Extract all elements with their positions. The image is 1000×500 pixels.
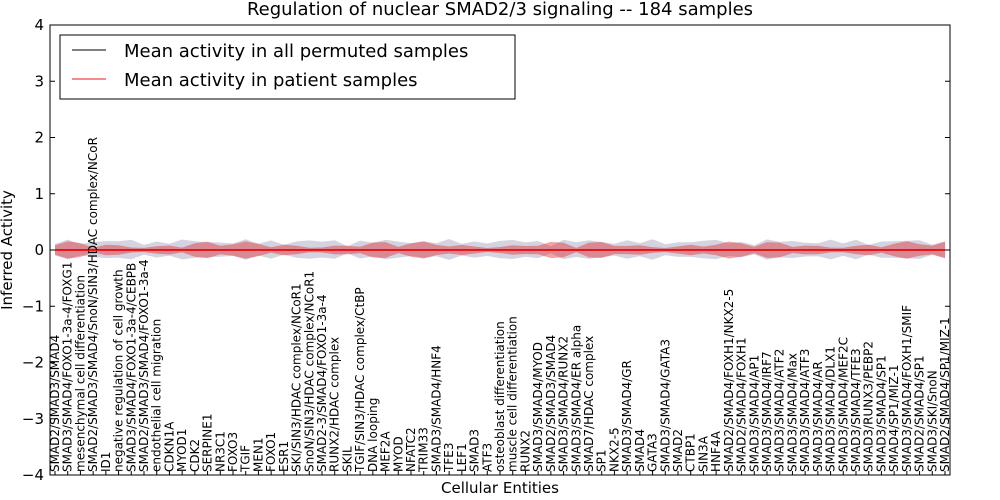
y-tick-label: −4 [22, 466, 44, 484]
legend-label-permuted: Mean activity in all permuted samples [124, 41, 468, 62]
category-label: SKIL [340, 446, 354, 472]
y-tick-label: −2 [22, 354, 44, 372]
category-label: SP1 [595, 449, 609, 472]
category-label: SMAD3/SMAD4/MEF2C [836, 337, 850, 472]
category-label: SMAD3/SKI/SnoN [925, 370, 939, 472]
category-label: SMAD3/SMAD4/AP1 [747, 355, 761, 472]
category-label: ID1 [99, 452, 113, 472]
category-label: SMAD2/SMAD3/SMAD4/FOXO1-3a-4 [137, 259, 151, 472]
category-label: SMAD3/SMAD4/MYOD [531, 342, 545, 472]
legend-label-patient: Mean activity in patient samples [124, 70, 418, 91]
category-label: SMAD3/SMAD4/Max [785, 353, 799, 472]
category-label: SMAD3/SMAD4/HNF4 [429, 345, 443, 472]
category-label: DNA looping [366, 398, 380, 472]
series-lines [55, 249, 945, 251]
category-label: GATA3 [646, 433, 660, 472]
chart-title: Regulation of nuclear SMAD2/3 signaling … [247, 0, 753, 20]
category-label: SMAD3/SMAD4/IRF7 [760, 351, 774, 472]
category-label: MYOD [391, 436, 405, 472]
category-label: CTBP1 [684, 433, 698, 472]
permuted-band [55, 239, 945, 260]
category-label: SERPINE1 [201, 414, 215, 473]
category-label: SMAD3/SMAD4/FOXO1-3a-4/FOXG1 [61, 262, 75, 472]
category-label: NR3C1 [213, 431, 227, 472]
category-label: SMAD2/SMAD3/SMAD4/SnoN/SIN3/HDAC complex… [86, 137, 100, 472]
category-label: SMAD3/SMAD4/ATF2 [773, 349, 787, 472]
category-label: MEF2A [379, 431, 393, 472]
category-label: osteoblast differentiation [493, 321, 507, 472]
category-label: SnoN/SIN3/HDAC complex/NCoR1 [302, 271, 316, 472]
category-label: SMAD3/RUNX3/PEBP2 [862, 341, 876, 472]
category-label: NKX2-5 [607, 427, 621, 472]
category-label: negative regulation of cell growth [112, 269, 126, 472]
category-label: SMAD3/SMAD4/SP1 [874, 355, 888, 472]
category-label: SMAD2 [671, 429, 685, 472]
category-label: NFATC2 [404, 427, 418, 472]
x-axis-label: Cellular Entities [441, 479, 559, 497]
y-axis-label: Inferred Activity [0, 190, 16, 310]
category-label: SKI/SIN3/HDAC complex/NCoR1 [290, 283, 304, 472]
y-tick-label: 0 [34, 241, 44, 259]
category-label: mesenchymal cell differentiation [73, 275, 87, 472]
category-label: LEF1 [455, 443, 469, 472]
category-label: MYOD1 [175, 429, 189, 472]
category-label: HNF4A [709, 430, 723, 472]
category-label: SMAD2/SMAD4/SP1/MIZ-1 [938, 317, 952, 472]
category-label: SMAD3/SMAD4/FOXH1/SMIF [900, 305, 914, 472]
category-label: SMAD7/HDAC complex [582, 336, 596, 472]
category-label: SMAD2/SMAD3/SMAD4 [544, 335, 558, 472]
category-label: MEN1 [251, 437, 265, 472]
category-label: RUNX2/HDAC complex [328, 337, 342, 472]
y-tick-label: 4 [34, 16, 44, 34]
category-label: TFE3 [442, 443, 456, 473]
category-label: TRIM33 [417, 427, 431, 473]
category-label: SIN3A [696, 435, 710, 472]
category-label: SMAD2/SMAD4/FOXH1/NKX2-5 [722, 289, 736, 472]
legend: Mean activity in all permuted samples Me… [59, 34, 516, 100]
category-label: TGIF [239, 445, 253, 473]
category-label: ESR1 [277, 441, 291, 472]
category-label: CDK2 [188, 439, 202, 472]
category-label: SMAD4 [633, 429, 647, 472]
category-label: SMAD3/SMAD4/ATF3 [798, 349, 812, 472]
category-label: SMAD3/SMAD4/FOXO1-3a-4/CEBPB [124, 263, 138, 472]
category-label: TGIF/SIN3/HDAC complex/CtBP [353, 287, 367, 473]
category-label: SMAD4/SP1/MIZ-1 [887, 364, 901, 472]
category-label: SMAD3/SMAD4/ER alpha [569, 325, 583, 472]
category-label: SMAD3/SMAD4/RUNX2 [557, 336, 571, 472]
category-label: SMAD3/SMAD4/GATA3 [658, 339, 672, 472]
category-label: SMAD2/SMAD3/SMAD4 [48, 335, 62, 472]
category-label: SMAD3/SMAD4/TFE3 [849, 348, 863, 472]
y-tick-label: −3 [22, 410, 44, 428]
category-label: SMAD3/SMAD4/GR [620, 360, 634, 472]
category-label: CDKN1A [162, 421, 176, 472]
category-label: SMAD3/SMAD4/AR [811, 361, 825, 472]
y-tick-label: −1 [22, 297, 44, 315]
y-tick-label: 3 [34, 72, 44, 90]
category-label: FOXO3 [226, 432, 240, 472]
category-label: muscle cell differentiation [506, 316, 520, 472]
y-tick-label: 2 [34, 129, 44, 147]
legend-box [59, 34, 516, 100]
category-label: ATF3 [480, 443, 494, 472]
category-label: endothelial cell migration [150, 319, 164, 472]
plot-area-frame [49, 24, 951, 476]
category-label: SMAD3 [468, 429, 482, 472]
category-label: FOXO1 [264, 432, 278, 472]
category-label: SMAD2/SMAD4/FOXH1 [735, 337, 749, 472]
category-label: RUNX2 [518, 430, 532, 472]
category-label: SMAD2-3/SMAD4/FOXO1-3a-4 [315, 294, 329, 472]
category-labels: SMAD2/SMAD3/SMAD4SMAD3/SMAD4/FOXO1-3a-4/… [48, 137, 952, 475]
category-label: SMAD3/SMAD4/DLX1 [824, 346, 838, 472]
y-tick-label: 1 [34, 185, 44, 203]
category-label: SMAD2/SMAD4/SP1 [913, 355, 927, 472]
